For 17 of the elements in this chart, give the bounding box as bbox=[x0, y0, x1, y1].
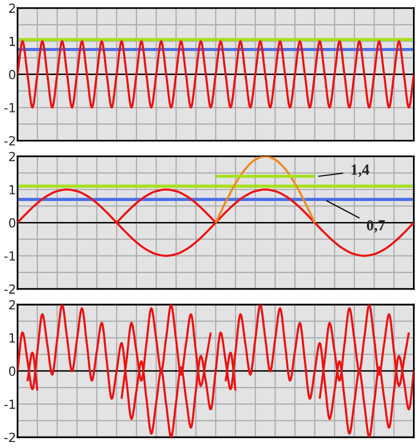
y-tick-label: 2 bbox=[9, 300, 15, 310]
y-tick-label: -2 bbox=[4, 136, 15, 146]
y-tick-label: -1 bbox=[4, 251, 16, 261]
y-tick-label: 1 bbox=[10, 333, 16, 343]
y-tick-label: 1 bbox=[10, 36, 16, 46]
y-tick-label: 2 bbox=[9, 4, 15, 13]
annotation: 0,7 bbox=[366, 220, 385, 233]
y-tick-label: 0 bbox=[9, 70, 16, 80]
y-tick-label: 0 bbox=[9, 366, 16, 376]
y-tick-label: -1 bbox=[4, 103, 16, 112]
annotation: 1,4 bbox=[352, 164, 370, 177]
y-tick-label: 2 bbox=[9, 152, 15, 162]
y-tick-label: -2 bbox=[4, 284, 15, 294]
y-tick-label: -1 bbox=[4, 400, 16, 409]
y-tick-label: 0 bbox=[9, 218, 16, 228]
y-tick-label: 1 bbox=[10, 185, 16, 194]
y-tick-label: -2 bbox=[4, 432, 15, 442]
